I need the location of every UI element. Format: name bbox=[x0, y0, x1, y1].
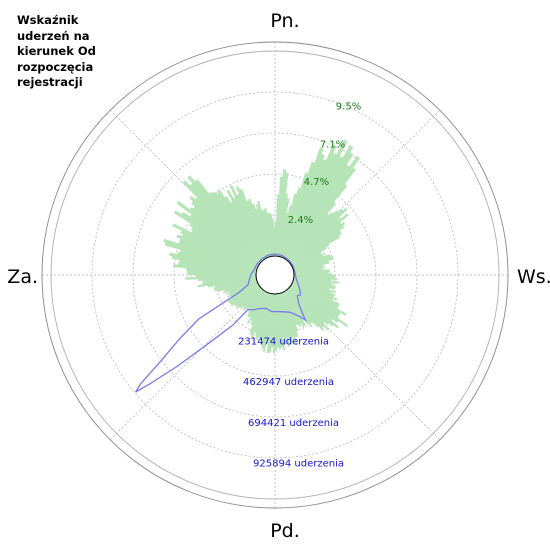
percent-tick-labels: 2.4% 4.7% 7.1% 9.5% bbox=[288, 102, 361, 226]
polar-grid bbox=[41, 41, 509, 509]
count-tick-label: 231474 uderzenia bbox=[238, 336, 329, 347]
count-tick-label: 925894 uderzenia bbox=[253, 459, 344, 470]
compass-west-label: Za. bbox=[7, 266, 38, 288]
percent-tick-label: 2.4% bbox=[288, 215, 313, 226]
center-circle bbox=[255, 255, 295, 295]
title-line: uderzeń na bbox=[17, 28, 90, 43]
percent-tick-label: 9.5% bbox=[336, 102, 361, 113]
count-line bbox=[135, 253, 307, 393]
grid-spoke bbox=[109, 288, 262, 441]
title-line: kierunek Od bbox=[17, 44, 96, 58]
title-line: rozpoczęcia bbox=[17, 59, 94, 74]
title-line: Wskaźnik bbox=[17, 13, 79, 27]
bar-wedge bbox=[273, 227, 276, 257]
percent-tick-label: 7.1% bbox=[320, 139, 345, 150]
title-line: rejestracji bbox=[17, 75, 83, 89]
compass-north-label: Pn. bbox=[270, 10, 299, 32]
grid-ring bbox=[132, 132, 418, 418]
chart-title: Wskaźnik uderzeń na kierunek Od rozpoczę… bbox=[17, 13, 157, 91]
count-tick-labels: 231474 uderzenia 462947 uderzenia 694421 u… bbox=[238, 336, 344, 469]
compass-east-label: Ws. bbox=[517, 266, 550, 288]
percent-tick-label: 4.7% bbox=[304, 177, 329, 188]
bar-series bbox=[163, 139, 361, 354]
line-series bbox=[135, 253, 307, 393]
count-tick-label: 694421 uderzenia bbox=[248, 418, 339, 429]
count-tick-label: 462947 uderzenia bbox=[243, 377, 334, 388]
compass-south-label: Pd. bbox=[270, 520, 300, 542]
center-hole bbox=[255, 255, 295, 295]
